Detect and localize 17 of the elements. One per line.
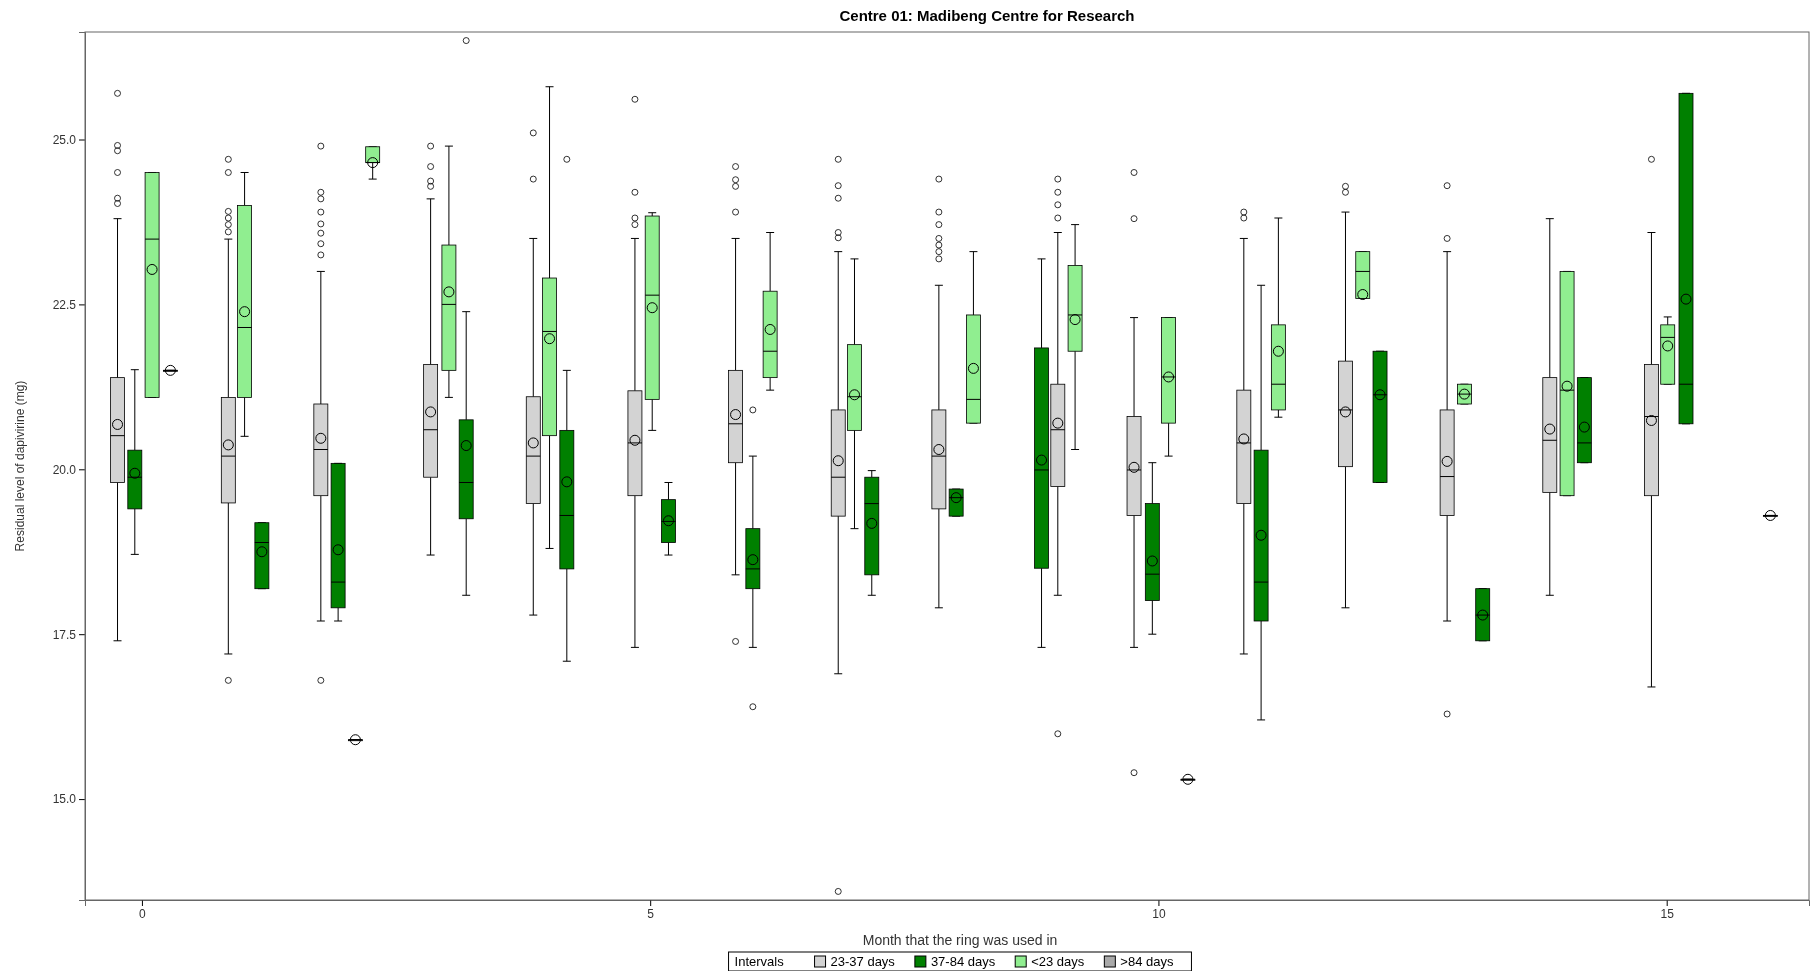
y-tick-label: 22.5 — [52, 297, 77, 312]
x-tick-label: 0 — [139, 906, 147, 921]
x-tick-label: 15 — [1660, 906, 1675, 921]
y-tick-label: 15.0 — [52, 792, 77, 807]
legend-title: Intervals — [734, 954, 785, 969]
legend-label: <23 days — [1031, 954, 1085, 969]
legend-label: 23-37 days — [830, 954, 896, 969]
y-tick-label: 20.0 — [52, 462, 77, 477]
y-tick-label: 17.5 — [52, 627, 77, 642]
x-tick-label: 10 — [1152, 906, 1166, 921]
y-axis-title: Residual level of dapivirine (mg) — [13, 380, 27, 552]
x-tick-label: 5 — [647, 906, 655, 921]
x-axis-title: Month that the ring was used in — [862, 932, 1058, 948]
chart-title: Centre 01: Madibeng Centre for Research — [839, 7, 1135, 24]
legend-label: >84 days — [1120, 954, 1174, 969]
y-tick-label: 25.0 — [52, 132, 77, 147]
legend-label: 37-84 days — [930, 954, 996, 969]
